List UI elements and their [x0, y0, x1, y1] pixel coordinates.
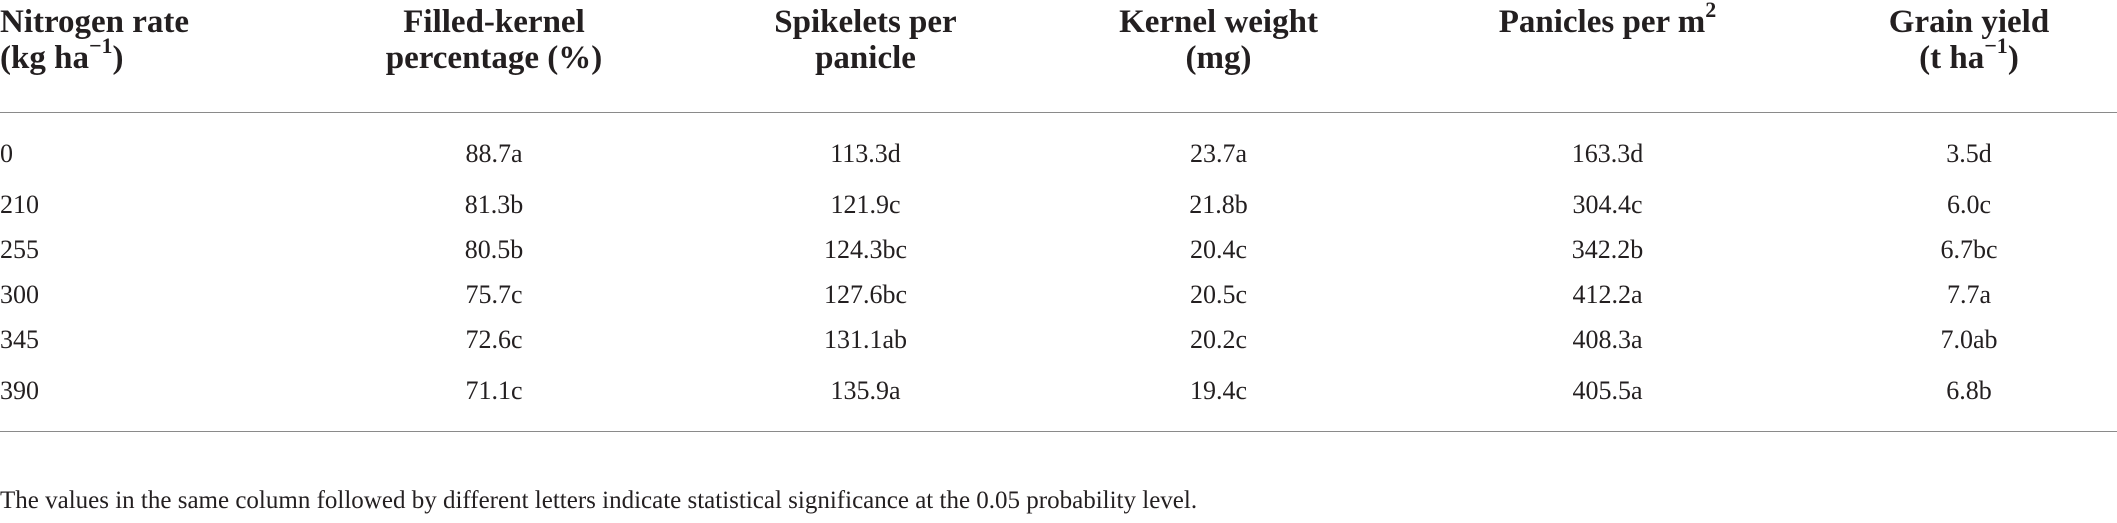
cell-spikelets: 121.9c: [830, 189, 901, 219]
header-line2: percentage (%): [385, 40, 603, 76]
cell-kernel-weight: 19.4c: [1189, 375, 1248, 405]
table-body: 0 88.7a 113.3d 23.7a 163.3d 3.5d 210 81.3b 121.9…: [0, 113, 2117, 432]
cell-filled-kernel: 88.7a: [465, 138, 523, 168]
header-superscript: −1: [1984, 33, 2008, 58]
header-superscript: −1: [88, 33, 113, 58]
header-line1: Spikelets per: [774, 4, 957, 40]
cell-kernel-weight: 23.7a: [1189, 138, 1248, 168]
header-line1: Kernel weight: [1119, 4, 1318, 40]
cell-panicles: 342.2b: [1571, 234, 1644, 264]
header-line2: panicle: [815, 40, 916, 76]
cell-filled-kernel: 75.7c: [465, 279, 523, 309]
cell-kernel-weight: 21.8b: [1189, 189, 1248, 219]
header-line1: Filled-kernel: [403, 4, 585, 40]
header-filled-kernel: Filled-kernel percentage (%): [300, 0, 688, 113]
cell-filled-kernel: 71.1c: [465, 375, 523, 405]
table-row: 300 75.7c 127.6bc 20.5c 412.2a 7.7a: [0, 272, 2117, 317]
cell-filled-kernel: 80.5b: [464, 234, 524, 264]
header-line2-end: ): [112, 40, 124, 76]
cell-nitrogen-rate: 210: [0, 189, 39, 219]
cell-grain-yield: 6.7bc: [1940, 234, 1998, 264]
header-line1: Grain yield: [1888, 4, 2050, 40]
cell-spikelets: 127.6bc: [823, 279, 908, 309]
header-line1: Nitrogen rate: [0, 4, 190, 40]
table-row: 345 72.6c 131.1ab 20.2c 408.3a 7.0ab: [0, 317, 2117, 362]
cell-grain-yield: 6.8b: [1946, 375, 1992, 405]
cell-spikelets: 113.3d: [830, 138, 901, 168]
header-line2: (t ha: [1919, 40, 1985, 76]
header-line2-end: ): [2007, 40, 2019, 76]
header-line1: Panicles per m: [1498, 4, 1706, 40]
cell-grain-yield: 7.0ab: [1940, 324, 1998, 354]
cell-grain-yield: 3.5d: [1946, 138, 1992, 168]
header-row: Nitrogen rate (kg ha−1) Filled-kernel pe…: [0, 0, 2117, 113]
cell-panicles: 408.3a: [1572, 324, 1643, 354]
cell-nitrogen-rate: 0: [0, 138, 13, 168]
cell-panicles: 405.5a: [1572, 375, 1643, 405]
table-row: 390 71.1c 135.9a 19.4c 405.5a 6.8b: [0, 362, 2117, 432]
header-spikelets: Spikelets per panicle: [688, 0, 1043, 113]
header-line2: (mg): [1185, 40, 1252, 76]
cell-kernel-weight: 20.5c: [1189, 279, 1248, 309]
cell-spikelets: 135.9a: [830, 375, 901, 405]
header-kernel-weight: Kernel weight (mg): [1043, 0, 1394, 113]
cell-panicles: 163.3d: [1571, 138, 1644, 168]
table-row: 255 80.5b 124.3bc 20.4c 342.2b 6.7bc: [0, 227, 2117, 272]
cell-panicles: 412.2a: [1572, 279, 1643, 309]
table-row: 210 81.3b 121.9c 21.8b 304.4c 6.0c: [0, 182, 2117, 227]
cell-spikelets: 124.3bc: [823, 234, 908, 264]
header-line2: (kg ha: [0, 40, 89, 76]
cell-panicles: 304.4c: [1572, 189, 1643, 219]
cell-nitrogen-rate: 345: [0, 324, 39, 354]
header-nitrogen-rate: Nitrogen rate (kg ha−1): [0, 0, 300, 113]
cell-kernel-weight: 20.4c: [1189, 234, 1248, 264]
cell-kernel-weight: 20.2c: [1189, 324, 1248, 354]
cell-grain-yield: 7.7a: [1946, 279, 1992, 309]
cell-nitrogen-rate: 390: [0, 375, 39, 405]
cell-nitrogen-rate: 255: [0, 234, 39, 264]
cell-grain-yield: 6.0c: [1946, 189, 1992, 219]
cell-nitrogen-rate: 300: [0, 279, 39, 309]
header-grain-yield: Grain yield (t ha−1): [1821, 0, 2117, 113]
header-superscript: 2: [1705, 0, 1717, 22]
cell-filled-kernel: 81.3b: [464, 189, 524, 219]
nitrogen-yield-table: Nitrogen rate (kg ha−1) Filled-kernel pe…: [0, 0, 2117, 432]
table-footnote: The values in the same column followed b…: [0, 487, 1198, 514]
cell-filled-kernel: 72.6c: [465, 324, 523, 354]
cell-spikelets: 131.1ab: [823, 324, 908, 354]
table-row: 0 88.7a 113.3d 23.7a 163.3d 3.5d: [0, 113, 2117, 183]
header-panicles: Panicles per m2: [1394, 0, 1821, 113]
